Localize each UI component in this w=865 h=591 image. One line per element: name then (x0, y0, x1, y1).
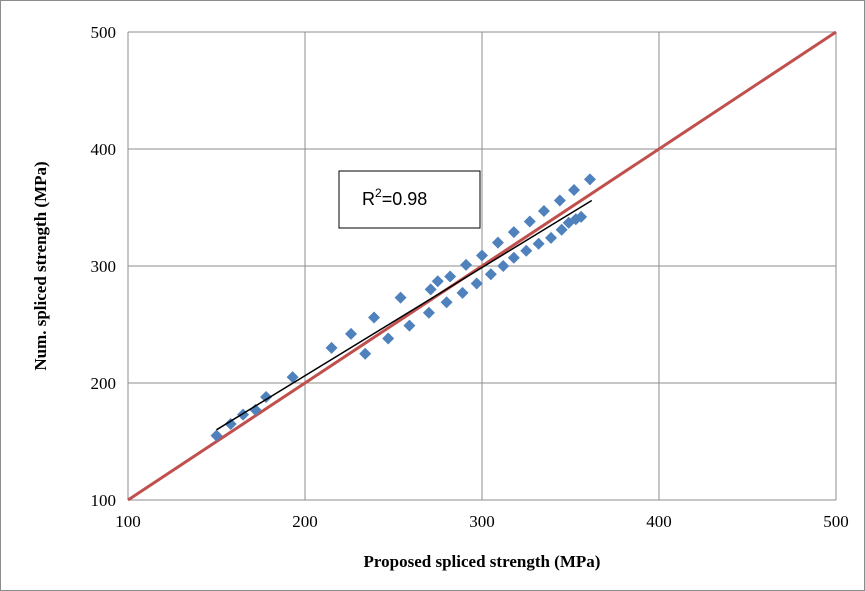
annotation-text: R2=0.98 (362, 186, 427, 209)
data-point (568, 183, 581, 196)
data-point (249, 403, 262, 416)
y-axis-title: Num. spliced strength (MPa) (31, 161, 50, 370)
data-point (545, 231, 558, 244)
data-point (440, 296, 453, 309)
equality-line-group (127, 30, 837, 502)
data-point (224, 417, 237, 430)
data-point (575, 210, 588, 223)
y-tick-label: 100 (91, 491, 117, 510)
annotation-box (338, 170, 481, 229)
data-point (325, 341, 338, 354)
data-point (507, 251, 520, 264)
data-point (537, 205, 550, 218)
y-tick-label: 500 (91, 23, 117, 42)
data-point (260, 391, 273, 404)
equality-line (127, 30, 837, 502)
data-point (345, 327, 358, 340)
data-point (424, 283, 437, 296)
data-point (456, 286, 469, 299)
data-points (210, 173, 596, 442)
y-tick-labels: 100 200 300 400 500 (91, 23, 117, 510)
r-squared-annotation: R2=0.98 (338, 170, 481, 229)
data-point (497, 260, 510, 272)
data-point (470, 277, 483, 290)
x-tick-label: 500 (823, 512, 849, 531)
data-point (532, 237, 545, 250)
fit-line (216, 199, 593, 431)
annotation-value: =0.98 (382, 189, 428, 209)
data-point (555, 223, 568, 236)
data-point (520, 244, 533, 257)
data-point (422, 306, 435, 319)
x-tick-label: 300 (469, 512, 495, 531)
y-tick-label: 200 (91, 374, 117, 393)
data-point (583, 173, 596, 186)
x-tick-label: 200 (292, 512, 318, 531)
annotation-base: R (362, 189, 375, 209)
data-point (476, 249, 488, 262)
x-axis-title: Proposed spliced strength (MPa) (364, 552, 601, 571)
x-tick-labels: 100 200 300 400 500 (115, 512, 849, 531)
x-tick-label: 400 (646, 512, 672, 531)
data-point (484, 268, 497, 281)
data-point (394, 291, 407, 304)
data-point (359, 347, 372, 360)
data-point (210, 429, 223, 442)
data-point (507, 226, 520, 239)
y-tick-label: 400 (91, 140, 117, 159)
y-tick-label: 300 (91, 257, 117, 276)
data-point (403, 319, 416, 332)
fit-line-group (216, 199, 593, 431)
data-point (491, 236, 504, 249)
data-point (368, 311, 381, 324)
data-point (444, 270, 457, 283)
data-point (286, 371, 299, 384)
data-point (523, 215, 536, 228)
data-point (553, 194, 566, 207)
x-tick-label: 100 (115, 512, 141, 531)
annotation-superscript: 2 (375, 186, 382, 200)
data-point (431, 275, 444, 288)
data-point (382, 332, 395, 345)
data-point (460, 258, 473, 271)
